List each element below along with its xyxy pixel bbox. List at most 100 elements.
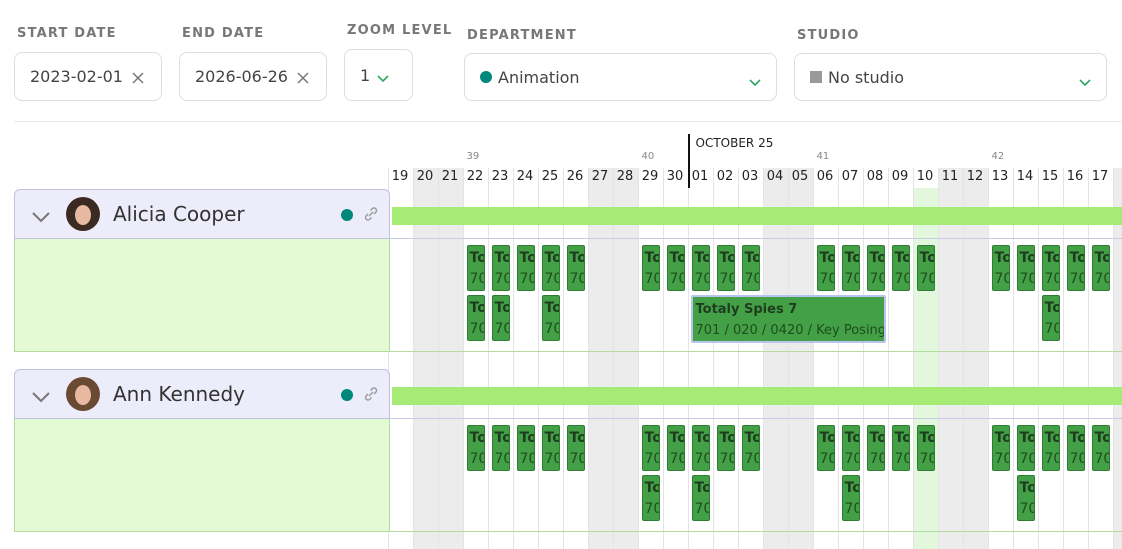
- task-block[interactable]: To 70: [691, 245, 710, 291]
- task-block[interactable]: To 70: [916, 425, 935, 471]
- task-title: To: [494, 250, 509, 266]
- day-label: 27: [591, 169, 609, 184]
- dropdown-chevron[interactable]: [376, 69, 390, 88]
- task-block[interactable]: To 70: [516, 425, 535, 471]
- task-block[interactable]: To 70: [641, 425, 660, 471]
- task-block[interactable]: To 70: [991, 245, 1010, 291]
- filter-value: No studio: [828, 67, 904, 87]
- task-block[interactable]: To 70: [491, 245, 510, 291]
- task-block[interactable]: To 70: [641, 245, 660, 291]
- task-title: To: [1019, 430, 1034, 446]
- task-block[interactable]: To 70: [841, 425, 860, 471]
- day-label: 29: [641, 169, 659, 184]
- task-block[interactable]: To 70: [666, 245, 685, 291]
- task-subtitle: 70: [694, 501, 709, 517]
- task-block[interactable]: To 70: [1041, 245, 1060, 291]
- task-block[interactable]: To 70: [541, 295, 560, 341]
- task-block[interactable]: To 70: [1091, 245, 1110, 291]
- filter-input[interactable]: 2023-02-01: [14, 52, 162, 101]
- filter-input[interactable]: No studio: [794, 53, 1107, 101]
- task-block[interactable]: To 70: [491, 425, 510, 471]
- task-block[interactable]: To 70: [1016, 245, 1035, 291]
- task-block[interactable]: To 70: [1041, 295, 1060, 341]
- filter-input[interactable]: 2026-06-26: [179, 52, 327, 101]
- dropdown-chevron[interactable]: [1078, 73, 1092, 92]
- task-subtitle: 70: [669, 271, 684, 287]
- task-title: To: [844, 430, 859, 446]
- task-title: To: [469, 430, 484, 446]
- column-line: [887, 168, 889, 549]
- task-block[interactable]: To 70: [466, 245, 485, 291]
- task-title: To: [669, 430, 684, 446]
- task-block[interactable]: To 70: [566, 245, 585, 291]
- clear-button[interactable]: [131, 70, 145, 89]
- task-block[interactable]: To 70: [891, 425, 910, 471]
- task-title: To: [869, 250, 884, 266]
- filter-input[interactable]: Animation: [464, 53, 777, 101]
- task-subtitle: 70: [469, 271, 484, 287]
- task-block[interactable]: To 70: [716, 245, 735, 291]
- task-block[interactable]: To 70: [866, 425, 885, 471]
- task-block[interactable]: Totaly Spies 7 701 / 020 / 0420 / Key Pos…: [690, 295, 886, 343]
- dropdown-chevron[interactable]: [748, 73, 762, 92]
- task-block[interactable]: To 70: [691, 425, 710, 471]
- task-block[interactable]: To 70: [566, 425, 585, 471]
- link-icon[interactable]: [363, 386, 379, 406]
- task-block[interactable]: To 70: [1066, 245, 1085, 291]
- day-label: 09: [891, 169, 909, 184]
- clear-button[interactable]: [296, 70, 310, 89]
- task-block[interactable]: To 70: [1041, 425, 1060, 471]
- task-block[interactable]: To 70: [691, 475, 710, 521]
- task-subtitle: 70: [1019, 501, 1034, 517]
- task-title: To: [819, 250, 834, 266]
- task-subtitle: 70: [744, 271, 759, 287]
- task-block[interactable]: To 70: [1016, 475, 1035, 521]
- task-block[interactable]: To 70: [841, 245, 860, 291]
- task-block[interactable]: To 70: [516, 245, 535, 291]
- task-title: To: [994, 250, 1009, 266]
- row-bottom: [390, 351, 1122, 352]
- task-block[interactable]: To 70: [541, 245, 560, 291]
- task-block[interactable]: To 70: [741, 425, 760, 471]
- task-subtitle: 70: [869, 451, 884, 467]
- task-block[interactable]: To 70: [741, 245, 760, 291]
- task-block[interactable]: To 70: [491, 295, 510, 341]
- task-block[interactable]: To 70: [916, 245, 935, 291]
- task-subtitle: 70: [519, 271, 534, 287]
- link-icon[interactable]: [363, 206, 379, 226]
- month-label: OCTOBER 25: [695, 136, 774, 150]
- task-block[interactable]: To 70: [1016, 425, 1035, 471]
- task-block[interactable]: To 70: [466, 295, 485, 341]
- task-subtitle: 70: [569, 271, 584, 287]
- task-block[interactable]: To 70: [891, 245, 910, 291]
- task-block[interactable]: To 70: [816, 425, 835, 471]
- task-title: To: [1044, 300, 1059, 316]
- day-label: 12: [966, 169, 984, 184]
- task-block[interactable]: To 70: [541, 425, 560, 471]
- week-number: 40: [641, 151, 655, 162]
- task-subtitle: 70: [869, 271, 884, 287]
- task-block[interactable]: To 70: [1066, 425, 1085, 471]
- task-subtitle: 70: [1019, 271, 1034, 287]
- column-line: [687, 168, 689, 549]
- day-label: 05: [791, 169, 809, 184]
- collapse-toggle[interactable]: [31, 208, 51, 227]
- task-title: To: [744, 250, 759, 266]
- filter-label: DEPARTMENT: [467, 28, 577, 43]
- filter-input[interactable]: 1: [344, 49, 413, 101]
- task-block[interactable]: To 70: [841, 475, 860, 521]
- task-block[interactable]: To 70: [991, 425, 1010, 471]
- day-label: 26: [566, 169, 584, 184]
- task-block[interactable]: To 70: [816, 245, 835, 291]
- task-block[interactable]: To 70: [666, 425, 685, 471]
- day-label: 25: [541, 169, 559, 184]
- task-block[interactable]: To 70: [1091, 425, 1110, 471]
- task-block[interactable]: To 70: [641, 475, 660, 521]
- task-block[interactable]: To 70: [716, 425, 735, 471]
- column-line: [1037, 168, 1039, 549]
- task-block[interactable]: To 70: [466, 425, 485, 471]
- row-bottom: [390, 531, 1122, 532]
- column-line: [437, 168, 439, 549]
- task-block[interactable]: To 70: [866, 245, 885, 291]
- collapse-toggle[interactable]: [31, 388, 51, 407]
